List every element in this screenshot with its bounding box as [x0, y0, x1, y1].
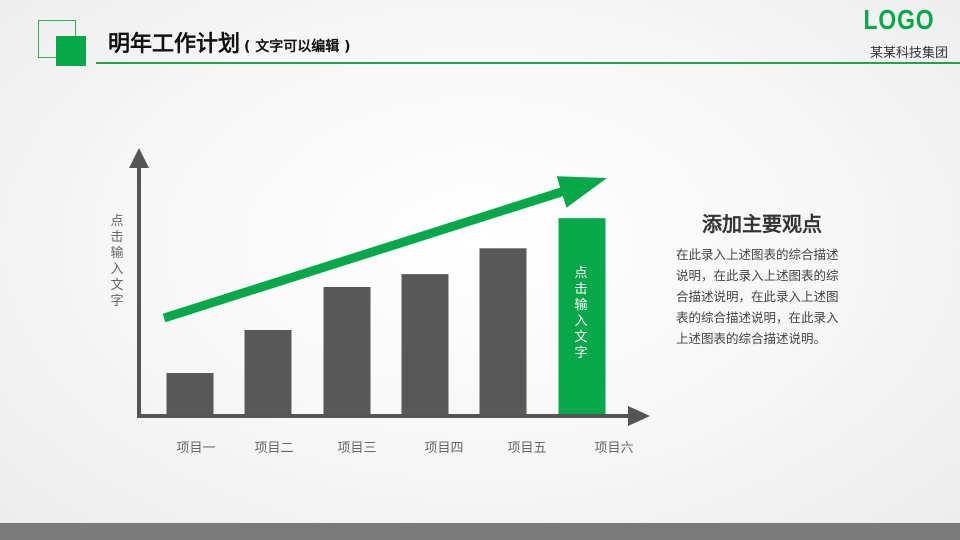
x-tick-label: 项目四: [424, 441, 464, 456]
x-tick-label: 项目一: [176, 441, 216, 456]
bar: [244, 330, 292, 416]
page-title-subtitle: ( 文字可以编辑 ): [244, 39, 351, 55]
page-title-main: 明年工作计划: [108, 32, 241, 57]
y-axis-label[interactable]: 点击输入文字: [110, 214, 124, 309]
logo: LOGO: [863, 4, 934, 35]
x-tick-label: 项目三: [337, 441, 377, 456]
x-tick-label: 项目二: [254, 441, 294, 456]
panel-description[interactable]: 在此录入上述图表的综合描述说明，在此录入上述图表的综合描述说明，在此录入上述图表…: [676, 247, 839, 346]
decorative-square-filled: [56, 36, 86, 66]
bar: [401, 274, 449, 416]
company-name: 某某科技集团: [869, 46, 948, 61]
bar: [479, 248, 527, 416]
panel-title[interactable]: 添加主要观点: [702, 212, 822, 236]
x-axis-arrowhead: [628, 406, 650, 426]
bar: [166, 373, 214, 416]
x-tick-label: 项目五: [507, 441, 547, 456]
x-tick-label: 项目六: [594, 441, 634, 456]
footer-bar: [0, 523, 960, 540]
page-title: 明年工作计划( 文字可以编辑 ): [108, 26, 351, 58]
highlight-bar-label[interactable]: 点击输入文字: [574, 266, 588, 361]
bar: [323, 287, 371, 416]
trend-arrow: [162, 176, 607, 323]
bars-layer: [166, 218, 606, 416]
y-axis-arrowhead: [129, 148, 149, 168]
bar-highlight: [558, 218, 606, 416]
header-divider: [96, 62, 960, 64]
